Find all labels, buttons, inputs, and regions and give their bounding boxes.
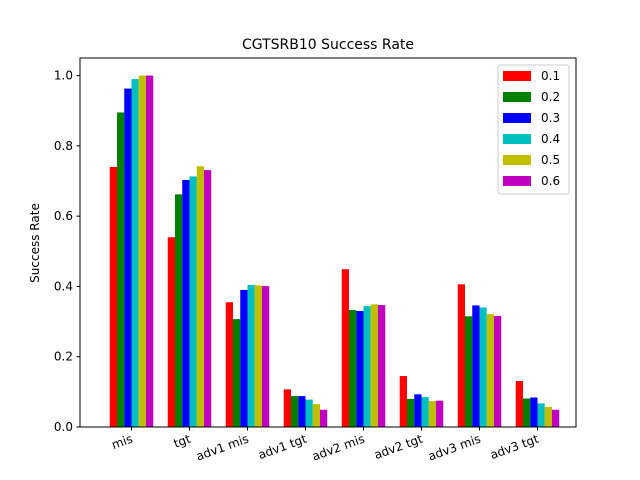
legend: 0.1 0.2 0.3 0.4 0.5 0.6 — [497, 64, 570, 195]
y-axis-label: Success Rate — [28, 203, 42, 283]
bar — [117, 112, 125, 427]
bar — [131, 79, 139, 427]
bar — [124, 88, 132, 427]
x-tick-label: adv2 tgt — [372, 432, 425, 463]
bar — [305, 399, 313, 427]
legend-swatch — [503, 113, 531, 123]
bar — [479, 307, 487, 427]
bar — [486, 314, 494, 427]
bar — [320, 409, 328, 427]
x-tick-label: tgt — [172, 432, 193, 451]
bar — [465, 316, 473, 427]
y-tick-label: 0.6 — [54, 209, 73, 223]
bar — [254, 285, 262, 427]
bar — [189, 176, 197, 427]
legend-swatch — [503, 92, 531, 102]
bar — [552, 409, 560, 427]
x-tick-label: adv3 mis — [426, 432, 482, 464]
bar — [182, 179, 190, 427]
bar — [298, 396, 306, 427]
x-tick-label: adv2 mis — [310, 432, 366, 464]
bar — [457, 284, 465, 427]
bar — [312, 404, 320, 427]
x-tick-label: adv1 tgt — [256, 432, 309, 463]
bar — [247, 285, 255, 427]
y-tick-label: 0.2 — [54, 350, 73, 364]
bars-layer — [109, 75, 560, 428]
bar — [109, 166, 117, 427]
bar — [421, 397, 429, 427]
bar — [341, 269, 349, 427]
bar — [378, 305, 386, 427]
legend-swatch — [503, 71, 531, 81]
bar — [146, 75, 154, 427]
x-tick-label: adv1 mis — [194, 432, 250, 464]
bar — [196, 166, 204, 428]
bar — [138, 75, 146, 427]
bar — [407, 398, 415, 427]
bar — [291, 396, 299, 427]
bar — [283, 389, 291, 427]
y-tick-label: 0.0 — [54, 420, 73, 434]
bar — [472, 305, 480, 427]
bar — [225, 302, 233, 427]
legend-label: 0.5 — [541, 153, 560, 167]
legend-swatch — [503, 134, 531, 144]
legend-label: 0.3 — [541, 111, 560, 125]
bar — [544, 406, 552, 427]
bar — [370, 304, 378, 427]
x-tick-label: mis — [110, 432, 135, 452]
bar — [356, 311, 364, 427]
bar — [262, 286, 270, 427]
y-tick-label: 0.8 — [54, 139, 73, 153]
bar — [494, 315, 502, 427]
bar — [349, 309, 357, 427]
bar — [167, 237, 175, 427]
legend-label: 0.2 — [541, 90, 560, 104]
bar — [414, 394, 422, 427]
legend-label: 0.1 — [541, 69, 560, 83]
y-tick-label: 0.4 — [54, 279, 73, 293]
chart-title: CGTSRB10 Success Rate — [242, 37, 414, 53]
legend-label: 0.6 — [541, 174, 560, 188]
plot-frame — [79, 57, 577, 428]
bar — [537, 403, 545, 427]
legend-swatch — [503, 176, 531, 186]
y-axis: 0.0 0.2 0.4 0.6 0.8 1.0 — [54, 69, 80, 434]
bar — [204, 170, 212, 428]
bar — [530, 397, 538, 427]
bar — [436, 400, 444, 427]
bar — [428, 400, 436, 427]
legend-swatch — [503, 155, 531, 165]
legend-label: 0.4 — [541, 132, 560, 146]
bar — [175, 194, 183, 427]
x-tick-label: adv3 tgt — [488, 432, 541, 463]
x-axis: mis tgt adv1 mis adv1 tgt adv2 mis adv2 tgt ad… — [110, 427, 541, 464]
bar — [523, 398, 531, 427]
bar — [515, 380, 523, 427]
bar — [233, 319, 241, 427]
bar — [399, 376, 407, 427]
bar — [363, 306, 371, 427]
y-tick-label: 1.0 — [54, 69, 73, 83]
bar — [240, 289, 248, 427]
